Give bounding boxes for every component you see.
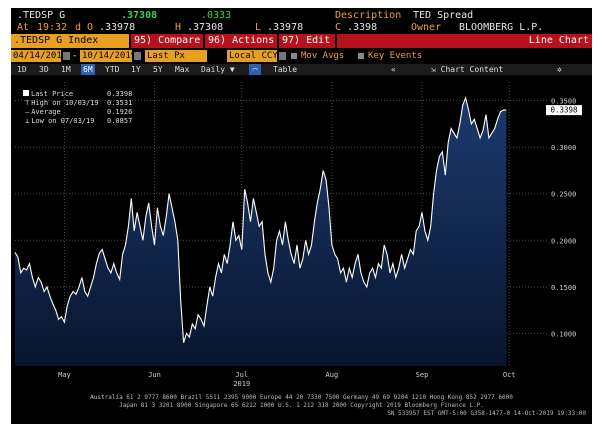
- open-label: O: [87, 22, 94, 33]
- edit-label: 97) Edit: [282, 35, 331, 46]
- end-date-field[interactable]: 10/14/2019: [80, 50, 137, 62]
- field-select[interactable]: Last Px: [145, 50, 207, 62]
- actions-label: 96) Actions: [208, 35, 275, 46]
- high-value: .37308: [187, 22, 224, 33]
- low-value: .33978: [267, 22, 304, 33]
- legend-low-label: Low on 07/03/19: [31, 117, 95, 125]
- chart-content-icon: ⇲: [431, 65, 436, 74]
- range-1m[interactable]: 1M: [61, 65, 71, 74]
- start-calendar-icon[interactable]: [63, 52, 70, 60]
- y-tick-label: 0.1500: [551, 284, 576, 292]
- ticker: .TEDSP G: [17, 10, 66, 21]
- table-button[interactable]: Table: [273, 65, 298, 74]
- owner-label: Owner: [411, 22, 442, 33]
- mov-avgs-label: Mov Avgs: [301, 51, 345, 61]
- start-date-field[interactable]: 04/14/2019: [11, 50, 68, 62]
- y-tick-label: 0.2000: [551, 237, 576, 245]
- date-separator: -: [72, 51, 78, 61]
- price-change: .0333: [201, 10, 232, 21]
- last-price: .37308: [121, 10, 158, 21]
- legend-last-label: Last Price: [31, 90, 74, 98]
- range-1d[interactable]: 1D: [17, 65, 27, 74]
- quote-time: 19:32: [37, 22, 68, 33]
- legend-last-value: 0.3398: [107, 90, 133, 98]
- close-value: .3398: [347, 22, 378, 33]
- y-axis: 0.1000 0.1500 0.2000 0.2500 0.3000 0.3500: [551, 98, 576, 339]
- last-value-label: 0.3398: [550, 106, 578, 115]
- period-label: Daily: [201, 65, 226, 74]
- d-label: d: [75, 22, 82, 33]
- open-value: .33978: [99, 22, 136, 33]
- actions-menu[interactable]: 96) Actions ▾: [205, 34, 284, 48]
- x-tick-label: Sep: [416, 371, 429, 379]
- legend-swatch: [23, 90, 29, 96]
- x-axis: May Jun Jul Aug Sep Oct 2019: [58, 371, 515, 388]
- legend-low-value: 0.0857: [107, 117, 133, 125]
- legend-high: ⊤ High on 10/03/19 0.3531: [25, 99, 133, 107]
- low-label: L: [255, 22, 262, 33]
- end-calendar-icon[interactable]: [134, 52, 141, 60]
- collapse-icon[interactable]: «: [391, 65, 396, 74]
- legend-avg-label: Average: [31, 108, 61, 116]
- bloomberg-terminal: .TEDSP G .37308 .0333 Description TED Sp…: [11, 8, 592, 424]
- chart-content-label: Chart Content: [440, 65, 504, 74]
- description-label: Description: [335, 10, 402, 21]
- y-tick-label: 0.2500: [551, 191, 576, 199]
- legend: Last Price 0.3398 ⊤ High on 10/03/19 0.3531…: [23, 90, 133, 126]
- owner-value: BLOOMBERG L.P.: [459, 22, 544, 33]
- range-6m[interactable]: 6M: [81, 64, 95, 75]
- range-ytd[interactable]: YTD: [105, 65, 120, 74]
- year-label: 2019: [233, 380, 250, 388]
- legend-low: ⊥ Low on 07/03/19 0.0857: [25, 117, 133, 125]
- x-tick-label: Aug: [326, 371, 339, 379]
- period-select[interactable]: Daily ▼: [201, 64, 235, 75]
- line-chart-icon[interactable]: ⌒: [249, 64, 261, 75]
- range-3d[interactable]: 3D: [39, 65, 49, 74]
- settings-gear-icon[interactable]: ✲: [557, 65, 562, 74]
- range-5y[interactable]: 5Y: [153, 65, 163, 74]
- y-tick-label: 0.1000: [551, 330, 576, 338]
- key-events-label: Key Events: [368, 51, 423, 61]
- chart-content-button[interactable]: ⇲ Chart Content: [431, 64, 503, 75]
- footer-session-info: SN 533957 EST GMT-5:00 G358-1477-0 14-Oc…: [387, 410, 586, 417]
- legend-high-value: 0.3531: [107, 99, 133, 107]
- x-tick-label: Jul: [235, 371, 248, 379]
- legend-avg-value: 0.1926: [107, 108, 133, 116]
- currency-select[interactable]: Local CCY: [227, 50, 278, 62]
- compare-menu[interactable]: 95) Compare: [131, 34, 203, 48]
- x-tick-label: Jun: [148, 371, 161, 379]
- legend-average: – Average 0.1926: [25, 108, 133, 116]
- footer-contacts-1: Australia 61 2 9777 8600 Brazil 5511 239…: [90, 394, 513, 401]
- range-1y[interactable]: 1Y: [131, 65, 141, 74]
- high-label: H: [175, 22, 182, 33]
- index-field[interactable]: .TEDSP G Index: [11, 34, 129, 48]
- inputs-bar: 04/14/2019 - 10/14/2019 Last Px Local CC…: [11, 50, 592, 62]
- description-value: TED Spread: [413, 10, 474, 21]
- x-tick-label: May: [58, 371, 71, 379]
- range-max[interactable]: Max: [175, 65, 190, 74]
- view-title: Line Chart: [337, 34, 592, 48]
- mov-avgs-checkbox[interactable]: [291, 53, 297, 59]
- price-line: [14, 95, 507, 343]
- at-label: At: [17, 22, 30, 33]
- y-tick-label: 0.3500: [551, 98, 576, 106]
- menu-bar: .TEDSP G Index 95) Compare 96) Actions ▾…: [11, 34, 592, 48]
- price-area: [15, 97, 507, 367]
- last-value-marker: 0.3398: [546, 105, 582, 116]
- edit-menu[interactable]: 97) Edit ▾: [279, 34, 340, 48]
- line-chart: 0.1000 0.1500 0.2000 0.2500 0.3000 0.3500 May…: [14, 82, 582, 388]
- y-tick-label: 0.3000: [551, 144, 576, 152]
- legend-last-price: Last Price 0.3398: [23, 90, 132, 99]
- range-toolbar: 1D 3D 1M 6M YTD 1Y 5Y Max Daily ▼ ⌒ Tabl…: [11, 64, 592, 75]
- footer-contacts-2: Japan 81 3 3201 8900 Singapore 65 6212 1…: [119, 402, 484, 409]
- x-tick-label: Oct: [503, 371, 516, 379]
- currency-dropdown-icon[interactable]: [279, 52, 286, 60]
- key-events-checkbox[interactable]: [358, 53, 364, 59]
- close-label: C: [335, 22, 342, 33]
- period-dropdown-icon: ▼: [229, 65, 235, 74]
- legend-high-label: High on 10/03/19: [31, 99, 99, 107]
